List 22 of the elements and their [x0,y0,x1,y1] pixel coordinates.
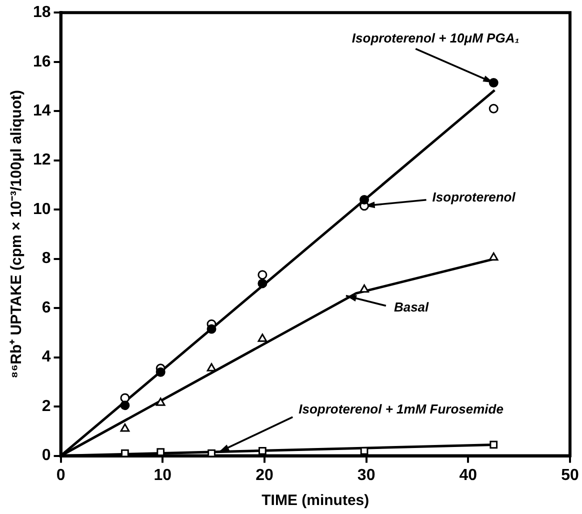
y-tick-label: 4 [42,348,51,366]
x-tick-label: 10 [154,466,172,484]
y-tick-label: 2 [42,398,51,415]
y-tick-label: 8 [42,250,51,268]
x-tick-label: 0 [56,466,66,484]
annotation: Basal [394,299,430,314]
y-axis-title: ⁸⁶Rb⁺ UPTAKE (cpm × 10⁻³/100μl aliquot) [8,90,26,378]
annotation: Isoproterenol + 1mM Furosemide [298,402,504,417]
y-tick-label: 18 [33,4,51,22]
x-tick-label: 30 [357,466,376,484]
y-tick-label: 0 [42,447,51,464]
x-tick-label: 20 [256,466,274,484]
x-axis-title: TIME (minutes) [262,492,370,510]
y-tick-label: 6 [42,299,51,316]
x-tick-label: 50 [561,466,579,484]
y-tick-label: 14 [33,102,51,120]
y-tick-label: 12 [33,152,51,169]
annotation: Isoproterenol + 10μM PGA₁ [352,30,520,46]
x-tick-label: 40 [459,466,478,484]
annotation: Isoproterenol [432,189,516,204]
y-tick-label: 10 [33,200,51,218]
y-tick-label: 16 [33,53,51,70]
